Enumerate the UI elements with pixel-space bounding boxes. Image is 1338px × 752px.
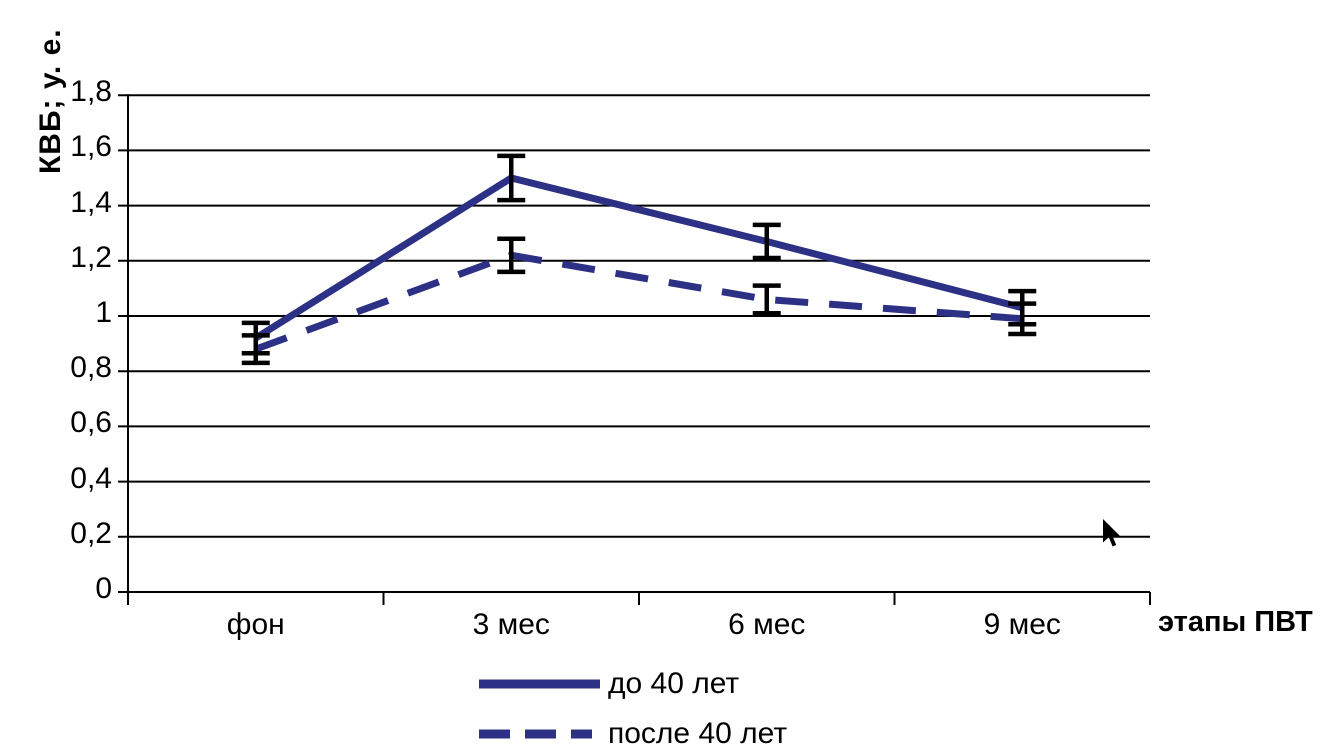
y-tick-label: 0,2 bbox=[70, 516, 112, 550]
series-line-solid bbox=[253, 174, 1024, 342]
y-tick-label: 1,8 bbox=[70, 75, 112, 109]
x-category-label: 6 мес bbox=[728, 608, 806, 641]
y-tick-label: 0,4 bbox=[70, 461, 112, 495]
dashed-line-swatch-icon bbox=[479, 729, 592, 739]
y-tick-label: 0,8 bbox=[70, 351, 112, 385]
y-tick-label: 0,6 bbox=[70, 406, 112, 440]
x-category-label: фон bbox=[226, 608, 285, 641]
legend-item-dashed: после 40 лет bbox=[477, 716, 787, 752]
legend-label-solid: до 40 лет bbox=[608, 667, 740, 700]
x-category-label: 9 мес bbox=[983, 608, 1061, 641]
legend-label-dashed: после 40 лет bbox=[608, 717, 788, 750]
series-line-dashed bbox=[254, 251, 1023, 353]
y-tick-label: 1,2 bbox=[70, 240, 112, 274]
mouse-cursor-icon bbox=[1103, 519, 1120, 547]
y-tick-label: 1,4 bbox=[70, 185, 112, 219]
y-tick-label: 1 bbox=[95, 296, 112, 329]
x-category-label: 3 мес bbox=[472, 608, 550, 641]
y-tick-label: 0 bbox=[95, 572, 112, 605]
x-axis-title: этапы ПВТ bbox=[1158, 606, 1313, 638]
solid-line-swatch-icon bbox=[479, 679, 600, 689]
legend-item-solid: до 40 лет bbox=[477, 666, 739, 702]
y-tick-label: 1,6 bbox=[70, 130, 112, 164]
